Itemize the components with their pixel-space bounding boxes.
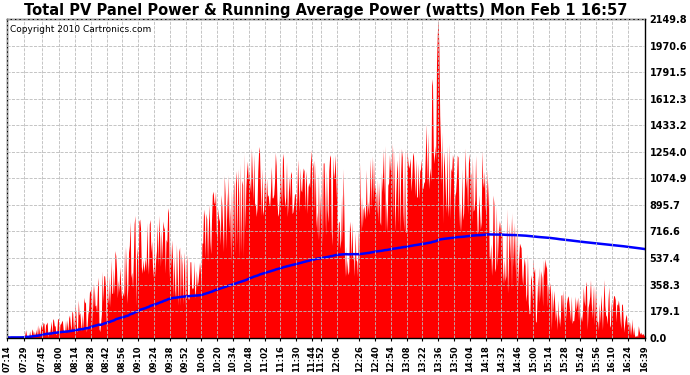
Text: Copyright 2010 Cartronics.com: Copyright 2010 Cartronics.com (10, 26, 152, 34)
Title: Total PV Panel Power & Running Average Power (watts) Mon Feb 1 16:57: Total PV Panel Power & Running Average P… (24, 3, 628, 18)
